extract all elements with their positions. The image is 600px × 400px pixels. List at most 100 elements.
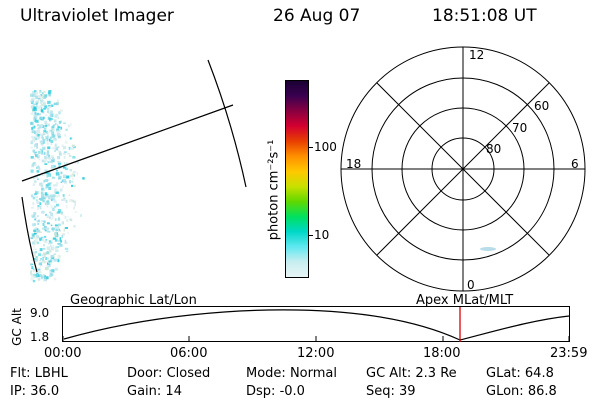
emission-speckle (31, 266, 34, 270)
emission-speckle (57, 135, 61, 138)
x-tick-label-1200: 12:00 (297, 346, 335, 361)
emission-speckle (69, 137, 72, 140)
auroral-image (21, 59, 247, 283)
emission-speckle (47, 230, 51, 233)
emission-speckle (43, 95, 46, 99)
emission-speckle (50, 254, 54, 259)
emission-speckle (37, 123, 40, 127)
emission-speckle (45, 114, 48, 116)
emission-speckle (45, 264, 49, 267)
emission-speckle (47, 199, 50, 202)
emission-speckle (54, 218, 57, 221)
info-gain-value: 14 (165, 384, 182, 399)
emission-speckle (32, 149, 35, 153)
emission-speckle (43, 277, 47, 282)
emission-speckle (48, 123, 50, 127)
emission-speckle (49, 211, 53, 214)
emission-speckle (40, 101, 42, 104)
emission-speckle (61, 213, 63, 215)
emission-speckle (48, 129, 51, 133)
emission-speckle (30, 237, 33, 240)
emission-speckle (46, 150, 50, 154)
emission-speckle (34, 164, 37, 166)
emission-speckle (34, 218, 37, 221)
emission-speckle (41, 254, 43, 257)
emission-speckle (56, 211, 60, 214)
emission-speckle (45, 238, 48, 241)
emission-speckle (53, 277, 57, 281)
emission-speckle (52, 147, 56, 150)
emission-speckle (39, 248, 43, 252)
info-glat: GLat: 64.8 (486, 366, 554, 381)
emission-speckle (57, 254, 60, 259)
emission-speckle (46, 205, 49, 208)
emission-speckle (33, 107, 37, 112)
info-ip-value: 36.0 (30, 384, 60, 399)
emission-speckle (32, 241, 35, 245)
info-door-value: Closed (166, 366, 211, 381)
emission-speckle (46, 222, 50, 225)
emission-speckle (30, 194, 34, 198)
emission-speckle (58, 229, 62, 232)
emission-speckle (34, 103, 37, 105)
emission-speckle (37, 113, 41, 116)
emission-speckle (57, 99, 59, 102)
emission-speckle (68, 194, 71, 197)
date-label: 26 Aug 07 (273, 6, 361, 26)
emission-speckle (32, 279, 36, 283)
emission-speckle (32, 177, 36, 180)
emission-speckle (42, 146, 46, 150)
emission-speckle (68, 155, 72, 157)
emission-speckle (34, 111, 37, 116)
emission-speckle (44, 105, 48, 109)
emission-speckle (38, 91, 41, 95)
emission-speckle (50, 136, 53, 140)
emission-speckle (47, 108, 50, 110)
emission-speckle (32, 269, 35, 272)
auroral-emission-speckles (30, 90, 85, 283)
emission-speckle (47, 173, 51, 177)
emission-speckle (58, 150, 61, 154)
emission-speckle (39, 148, 43, 151)
emission-speckle (50, 155, 54, 158)
emission-speckle (37, 130, 41, 133)
info-mode-value: Normal (289, 366, 337, 381)
emission-speckle (64, 181, 67, 185)
emission-speckle (42, 110, 45, 114)
emission-speckle (37, 241, 39, 245)
info-dsp: Dsp: -0.0 (246, 384, 305, 399)
polar-label-6: 6 (571, 157, 579, 171)
emission-speckle (50, 224, 53, 227)
emission-speckle (37, 178, 39, 180)
emission-speckle (58, 134, 61, 136)
emission-speckle (56, 128, 60, 132)
emission-speckle (53, 253, 57, 255)
emission-speckle (45, 132, 49, 134)
emission-speckle (49, 249, 52, 253)
emission-speckle (39, 269, 42, 273)
emission-speckle (61, 144, 64, 147)
emission-speckle (35, 92, 38, 96)
emission-speckle (37, 204, 40, 208)
emission-speckle (33, 245, 35, 248)
emission-speckle (71, 173, 75, 176)
emission-speckle (62, 146, 66, 150)
emission-speckle (37, 95, 41, 98)
emission-speckle (31, 223, 35, 227)
emission-speckle (56, 169, 59, 172)
emission-speckle (55, 246, 58, 250)
emission-speckle (52, 128, 55, 132)
emission-speckle (59, 239, 62, 243)
info-door: Door: Closed (127, 366, 210, 381)
emission-speckle (32, 201, 35, 206)
emission-speckle (38, 218, 41, 221)
emission-speckle (38, 251, 42, 253)
emission-speckle (34, 237, 38, 241)
emission-speckle (53, 255, 55, 259)
emission-speckle (62, 214, 65, 216)
emission-speckle (33, 233, 37, 235)
emission-speckle (64, 239, 67, 243)
color-bar-tick-label-10: 10 (314, 228, 330, 242)
info-gain: Gain: 14 (127, 384, 182, 399)
emission-speckle (72, 177, 74, 180)
